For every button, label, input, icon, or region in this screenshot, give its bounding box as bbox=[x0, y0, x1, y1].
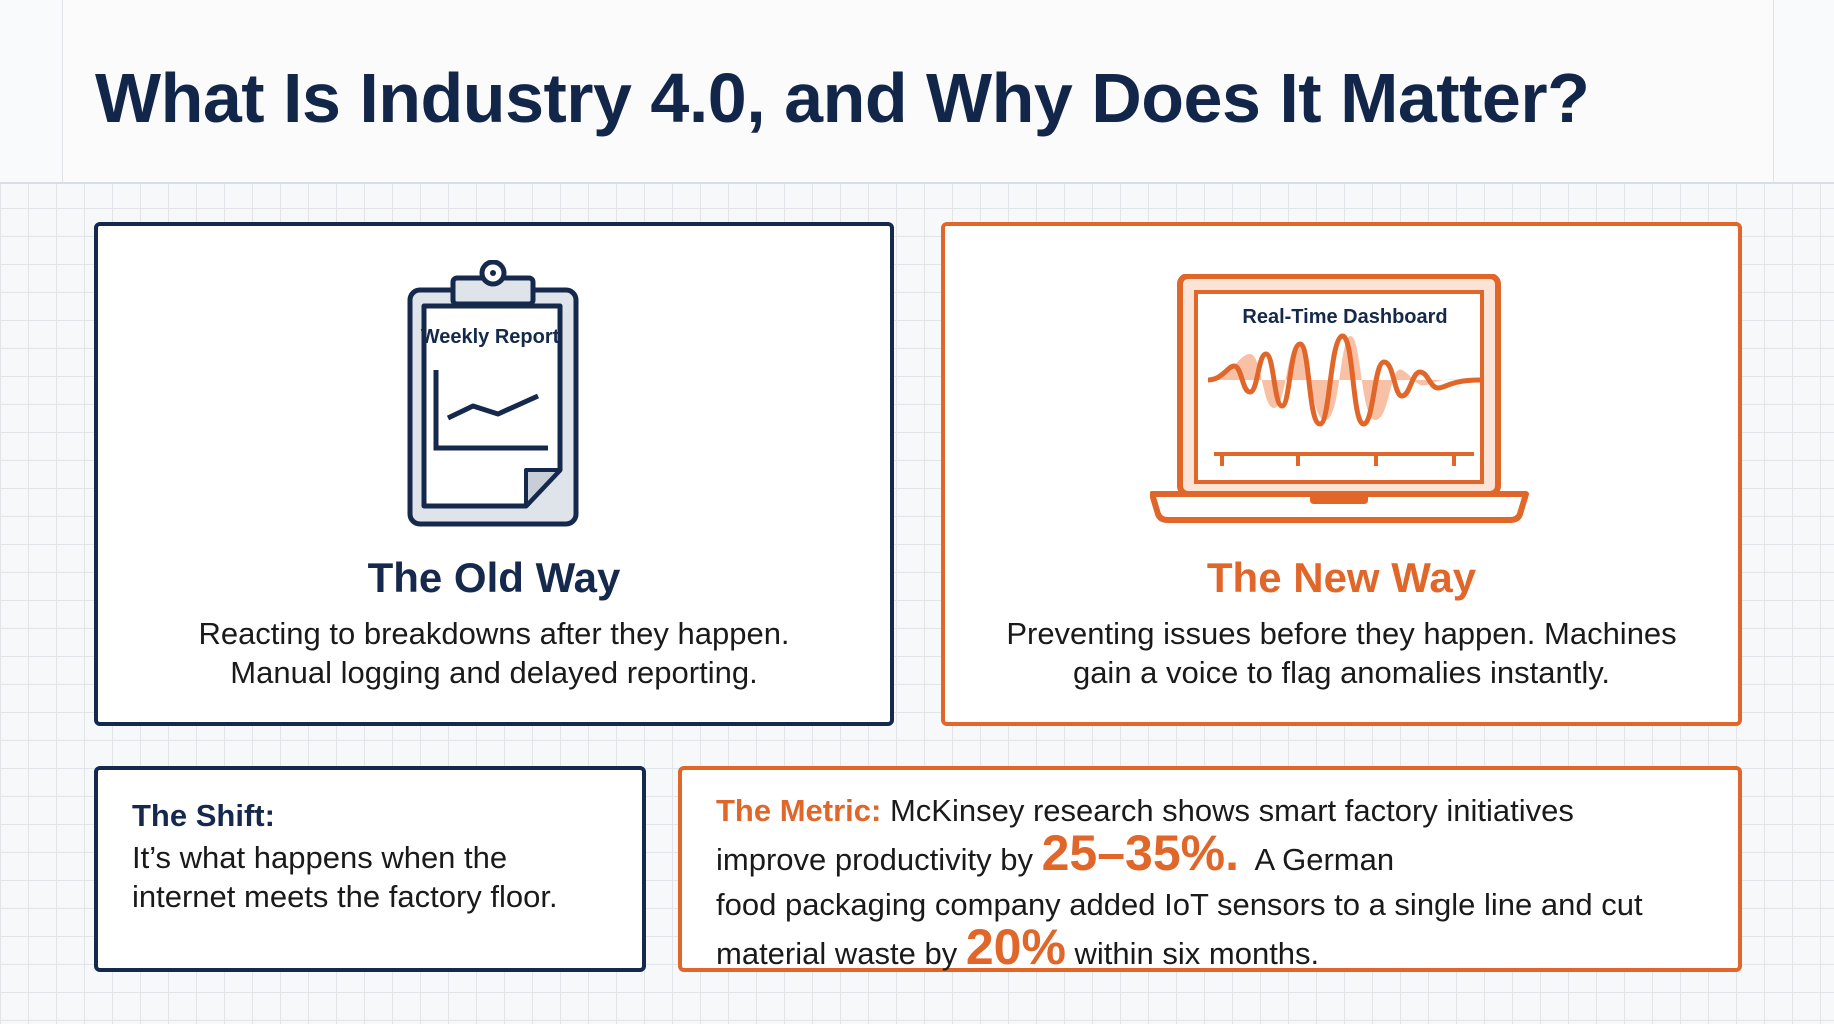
shift-text: It’s what happens when the internet meet… bbox=[132, 838, 558, 916]
metric-line-4: material waste by 20% within six months. bbox=[716, 922, 1716, 976]
old-way-body: Reacting to breakdowns after they happen… bbox=[98, 614, 890, 692]
header-panel bbox=[62, 0, 1774, 182]
metric-line-4-post: within six months. bbox=[1065, 936, 1320, 971]
header-band bbox=[0, 0, 1834, 184]
new-way-line: gain a voice to flag anomalies instantly… bbox=[1072, 655, 1611, 690]
new-way-card: Real-Time Dashboard The New Way Preventi… bbox=[941, 222, 1742, 726]
page-title: What Is Industry 4.0, and Why Does It Ma… bbox=[95, 59, 1590, 137]
old-way-card: Weekly Report The Old Way Reacting to br… bbox=[94, 222, 894, 726]
shift-line: It’s what happens when the bbox=[132, 840, 508, 875]
shift-line: internet meets the factory floor. bbox=[132, 879, 558, 914]
old-way-title: The Old Way bbox=[367, 554, 621, 601]
metric-text: The Metric: McKinsey research shows smar… bbox=[716, 788, 1716, 976]
metric-line-4-pre: material waste by bbox=[716, 936, 966, 971]
shift-card: The Shift: It’s what happens when the in… bbox=[94, 766, 646, 972]
new-way-line: Preventing issues before they happen. Ma… bbox=[1006, 616, 1677, 651]
old-way-line: Manual logging and delayed reporting. bbox=[230, 655, 758, 690]
metric-line-1: The Metric: McKinsey research shows smar… bbox=[716, 788, 1716, 833]
laptop-icon bbox=[1150, 274, 1529, 523]
metric-card: The Metric: McKinsey research shows smar… bbox=[678, 766, 1742, 972]
dashboard-label: Real-Time Dashboard bbox=[1242, 306, 1448, 328]
metric-line-2-pre: improve productivity by bbox=[716, 842, 1042, 877]
metric-line-3: food packaging company added IoT sensors… bbox=[716, 887, 1643, 922]
metric-label: The Metric: bbox=[716, 793, 882, 828]
metric-line-2: improve productivity by 25–35%. A German bbox=[716, 828, 1716, 882]
metric-line-2-post: A German bbox=[1239, 842, 1395, 877]
productivity-stat: 25–35%. bbox=[1041, 825, 1240, 881]
clipboard-icon bbox=[407, 260, 579, 527]
waste-stat: 20% bbox=[965, 919, 1066, 975]
new-way-title: The New Way bbox=[1206, 554, 1477, 601]
metric-line-1-text: McKinsey research shows smart factory in… bbox=[881, 793, 1574, 828]
old-way-line: Reacting to breakdowns after they happen… bbox=[198, 616, 790, 651]
new-way-body: Preventing issues before they happen. Ma… bbox=[945, 614, 1738, 692]
shift-label: The Shift: bbox=[132, 798, 275, 833]
clipboard-label: Weekly Report bbox=[420, 326, 560, 348]
